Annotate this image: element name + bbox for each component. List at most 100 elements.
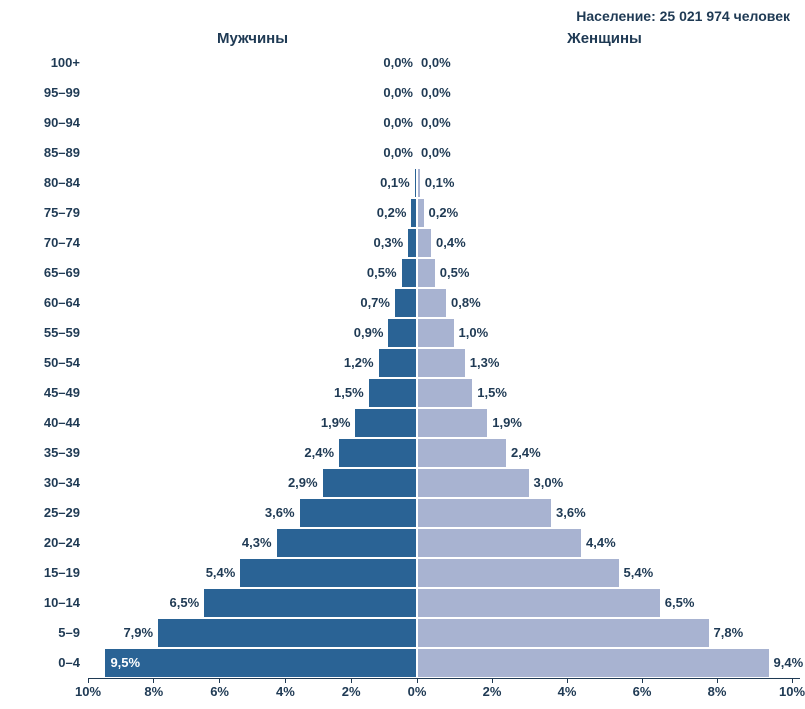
male-bar xyxy=(203,588,417,618)
x-axis-line xyxy=(88,678,800,679)
female-bar xyxy=(417,588,661,618)
male-bar xyxy=(239,558,417,588)
age-label: 75–79 xyxy=(20,205,80,220)
age-label: 10–14 xyxy=(20,595,80,610)
age-label: 15–19 xyxy=(20,565,80,580)
male-value-label: 0,0% xyxy=(383,145,413,160)
male-value-label: 0,9% xyxy=(354,325,384,340)
male-value-label: 1,5% xyxy=(334,385,364,400)
age-label: 100+ xyxy=(20,55,80,70)
x-tick-mark xyxy=(417,678,418,683)
x-tick: 2% xyxy=(483,684,502,699)
male-bar xyxy=(104,648,417,678)
female-bar xyxy=(417,198,425,228)
female-value-label: 1,5% xyxy=(477,385,507,400)
x-tick: 2% xyxy=(342,684,361,699)
x-tick-mark xyxy=(717,678,718,683)
x-tick: 10% xyxy=(779,684,805,699)
age-label: 25–29 xyxy=(20,505,80,520)
male-value-label: 2,9% xyxy=(288,475,318,490)
female-bar xyxy=(417,408,488,438)
age-label: 65–69 xyxy=(20,265,80,280)
x-tick-mark xyxy=(153,678,154,683)
female-bar xyxy=(417,468,530,498)
male-value-label: 0,0% xyxy=(383,55,413,70)
male-value-label: 0,0% xyxy=(383,115,413,130)
age-label: 60–64 xyxy=(20,295,80,310)
male-value-label: 5,4% xyxy=(206,565,236,580)
age-label: 30–34 xyxy=(20,475,80,490)
age-label: 70–74 xyxy=(20,235,80,250)
female-value-label: 6,5% xyxy=(665,595,695,610)
female-bar xyxy=(417,438,507,468)
female-bar xyxy=(417,618,710,648)
female-value-label: 1,9% xyxy=(492,415,522,430)
female-value-label: 0,5% xyxy=(440,265,470,280)
male-bar xyxy=(378,348,417,378)
age-label: 45–49 xyxy=(20,385,80,400)
male-bar xyxy=(407,228,417,258)
male-value-label: 0,0% xyxy=(383,85,413,100)
female-bar xyxy=(417,258,436,288)
female-value-label: 1,0% xyxy=(459,325,489,340)
female-value-label: 0,0% xyxy=(421,55,451,70)
age-label: 35–39 xyxy=(20,445,80,460)
female-bar xyxy=(417,168,421,198)
male-value-label: 0,3% xyxy=(374,235,404,250)
female-value-label: 4,4% xyxy=(586,535,616,550)
male-value-label: 0,7% xyxy=(360,295,390,310)
x-tick: 0% xyxy=(408,684,427,699)
female-value-label: 2,4% xyxy=(511,445,541,460)
female-value-label: 0,0% xyxy=(421,115,451,130)
male-bar xyxy=(354,408,417,438)
female-bar xyxy=(417,648,770,678)
x-tick-mark xyxy=(642,678,643,683)
female-bar xyxy=(417,228,432,258)
female-value-label: 9,4% xyxy=(774,655,804,670)
x-tick: 6% xyxy=(633,684,652,699)
age-label: 0–4 xyxy=(20,655,80,670)
female-value-label: 0,4% xyxy=(436,235,466,250)
x-tick-mark xyxy=(88,678,89,683)
male-value-label: 6,5% xyxy=(170,595,200,610)
age-label: 20–24 xyxy=(20,535,80,550)
x-tick: 8% xyxy=(144,684,163,699)
female-bar xyxy=(417,378,473,408)
male-bar xyxy=(394,288,417,318)
female-value-label: 1,3% xyxy=(470,355,500,370)
population-pyramid: Население: 25 021 974 человек Мужчины Же… xyxy=(0,0,805,709)
age-label: 90–94 xyxy=(20,115,80,130)
male-bar xyxy=(299,498,417,528)
male-value-label: 1,2% xyxy=(344,355,374,370)
female-value-label: 0,2% xyxy=(429,205,459,220)
male-title: Мужчины xyxy=(193,30,313,47)
male-bar xyxy=(368,378,417,408)
female-bar xyxy=(417,558,620,588)
male-value-label: 1,9% xyxy=(321,415,351,430)
female-bar xyxy=(417,288,447,318)
x-tick: 4% xyxy=(276,684,295,699)
male-value-label: 3,6% xyxy=(265,505,295,520)
female-bar xyxy=(417,498,552,528)
x-tick-mark xyxy=(567,678,568,683)
x-tick-mark xyxy=(792,678,793,683)
x-tick: 4% xyxy=(558,684,577,699)
age-label: 40–44 xyxy=(20,415,80,430)
male-value-label: 0,5% xyxy=(367,265,397,280)
male-value-label: 4,3% xyxy=(242,535,272,550)
female-value-label: 5,4% xyxy=(624,565,654,580)
age-label: 85–89 xyxy=(20,145,80,160)
x-tick: 10% xyxy=(75,684,101,699)
age-label: 5–9 xyxy=(20,625,80,640)
age-label: 50–54 xyxy=(20,355,80,370)
female-value-label: 7,8% xyxy=(714,625,744,640)
female-bar xyxy=(417,318,455,348)
female-value-label: 0,0% xyxy=(421,145,451,160)
male-value-label: 0,1% xyxy=(380,175,410,190)
male-bar xyxy=(157,618,417,648)
male-bar xyxy=(338,438,417,468)
female-value-label: 3,0% xyxy=(534,475,564,490)
male-bar xyxy=(276,528,417,558)
x-tick-mark xyxy=(219,678,220,683)
male-bar xyxy=(322,468,417,498)
